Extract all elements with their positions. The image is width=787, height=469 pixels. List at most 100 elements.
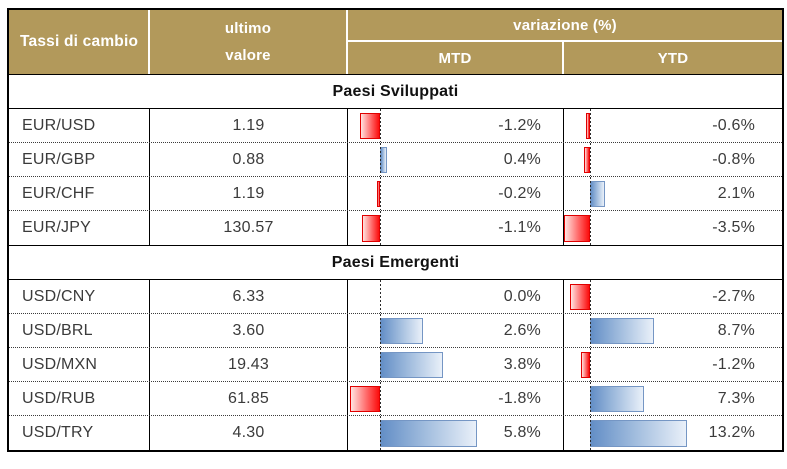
section-title-emerging: Paesi Emergenti [9, 245, 782, 280]
exchange-rates-table: Tassi di cambio ultimo valore variazione… [7, 8, 784, 452]
header-mtd: MTD [348, 42, 564, 74]
data-bar [359, 112, 380, 139]
section-emerging: USD/CNY 6.33 0.0% -2.7% USD/BRL 3.60 2.6… [9, 280, 782, 450]
data-bar [590, 385, 644, 412]
data-bar [376, 180, 380, 207]
data-bar [585, 112, 590, 139]
mtd-cell: -1.8% [348, 382, 564, 415]
mtd-change: -1.8% [498, 389, 541, 407]
table-header: Tassi di cambio ultimo valore variazione… [9, 10, 782, 74]
axis-line [590, 314, 591, 347]
ytd-change: -0.8% [712, 150, 755, 168]
last-value: 19.43 [150, 348, 348, 381]
header-last-value-column: ultimo valore [150, 10, 348, 74]
mtd-change: -1.1% [498, 219, 541, 236]
ytd-cell: -0.8% [564, 143, 782, 176]
ytd-cell: 7.3% [564, 382, 782, 415]
table-row-eur-usd: EUR/USD 1.19 -1.2% -0.6% [9, 109, 782, 143]
ytd-change: 13.2% [708, 424, 755, 441]
header-pairs-column: Tassi di cambio [9, 10, 150, 74]
data-bar [380, 351, 444, 378]
axis-line [590, 280, 591, 313]
table-row-usd-brl: USD/BRL 3.60 2.6% 8.7% [9, 314, 782, 348]
header-variation: variazione (%) [348, 10, 782, 42]
axis-line [380, 382, 381, 415]
axis-line [590, 109, 591, 142]
data-bar [590, 317, 654, 344]
data-bar [564, 214, 590, 242]
axis-line [590, 348, 591, 381]
ytd-cell: 8.7% [564, 314, 782, 347]
last-value: 1.19 [150, 177, 348, 210]
ytd-cell: 13.2% [564, 416, 782, 450]
mtd-change: 5.8% [503, 424, 541, 441]
last-value: 4.30 [150, 416, 348, 450]
ytd-change: 2.1% [717, 184, 755, 202]
last-value: 3.60 [150, 314, 348, 347]
mtd-change: 2.6% [503, 321, 541, 339]
axis-line [380, 177, 381, 210]
header-variation-group: variazione (%) MTD YTD [348, 10, 782, 74]
mtd-cell: -0.2% [348, 177, 564, 210]
data-bar [361, 214, 380, 242]
currency-pair: USD/BRL [9, 314, 150, 347]
axis-line [380, 211, 381, 245]
mtd-cell: 2.6% [348, 314, 564, 347]
ytd-cell: -1.2% [564, 348, 782, 381]
currency-pair: USD/RUB [9, 382, 150, 415]
mtd-cell: 0.0% [348, 280, 564, 313]
currency-pair: EUR/CHF [9, 177, 150, 210]
mtd-change: 0.4% [503, 150, 541, 168]
axis-line [590, 416, 591, 450]
table-row-eur-gbp: EUR/GBP 0.88 0.4% -0.8% [9, 143, 782, 177]
data-bar [380, 419, 477, 447]
header-ytd: YTD [657, 49, 689, 67]
axis-line [380, 314, 381, 347]
axis-line [380, 280, 381, 313]
last-value: 61.85 [150, 382, 348, 415]
ytd-cell: 2.1% [564, 177, 782, 210]
data-bar [581, 351, 590, 378]
mtd-change: -1.2% [498, 116, 541, 134]
currency-pair: USD/MXN [9, 348, 150, 381]
ytd-change: -0.6% [712, 116, 755, 134]
currency-pair: EUR/GBP [9, 143, 150, 176]
ytd-change: -3.5% [712, 219, 755, 236]
ytd-change: 7.3% [717, 389, 755, 407]
data-bar [590, 419, 688, 447]
mtd-cell: 3.8% [348, 348, 564, 381]
table-row-usd-try: USD/TRY 4.30 5.8% 13.2% [9, 416, 782, 450]
axis-line [590, 211, 591, 245]
ytd-cell: -0.6% [564, 109, 782, 142]
mtd-cell: 0.4% [348, 143, 564, 176]
ytd-cell: -2.7% [564, 280, 782, 313]
header-last-value-line1: ultimo [224, 20, 272, 37]
mtd-change: -0.2% [498, 184, 541, 202]
table-row-eur-chf: EUR/CHF 1.19 -0.2% 2.1% [9, 177, 782, 211]
mtd-cell: -1.2% [348, 109, 564, 142]
last-value: 6.33 [150, 280, 348, 313]
ytd-change: -2.7% [712, 287, 755, 305]
data-bar [590, 180, 606, 207]
ytd-change: -1.2% [712, 355, 755, 373]
axis-line [380, 416, 381, 450]
data-bar [380, 146, 387, 173]
data-bar [349, 385, 380, 412]
axis-line [380, 109, 381, 142]
data-bar [380, 317, 424, 344]
data-bar [584, 146, 590, 173]
ytd-cell: -3.5% [564, 211, 782, 245]
header-variation-subcolumns: MTD YTD [348, 42, 782, 74]
axis-line [380, 143, 381, 176]
table-row-eur-jpy: EUR/JPY 130.57 -1.1% -3.5% [9, 211, 782, 245]
table-row-usd-cny: USD/CNY 6.33 0.0% -2.7% [9, 280, 782, 314]
last-value: 130.57 [150, 211, 348, 245]
data-bar [570, 283, 590, 310]
last-value: 0.88 [150, 143, 348, 176]
mtd-cell: 5.8% [348, 416, 564, 450]
ytd-change: 8.7% [717, 321, 755, 339]
currency-pair: EUR/JPY [9, 211, 150, 245]
currency-pair: USD/TRY [9, 416, 150, 450]
axis-line [590, 143, 591, 176]
